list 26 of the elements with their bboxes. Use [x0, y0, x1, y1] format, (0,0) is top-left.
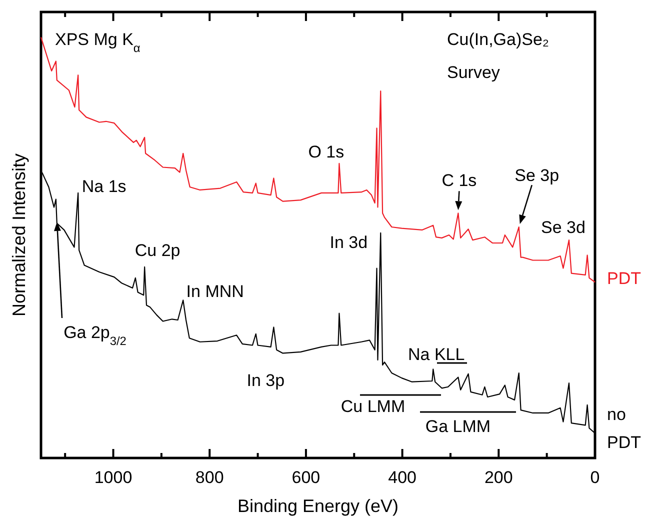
x-tick-label: 400	[388, 468, 416, 487]
x-tick-label: 1000	[94, 468, 132, 487]
annotation: In 3d	[330, 232, 368, 252]
series-label: PDT	[607, 269, 641, 288]
x-axis-title: Binding Energy (eV)	[237, 496, 399, 516]
annotation: C 1s	[442, 171, 477, 190]
annotation: Ga LMM	[425, 417, 491, 436]
series-label: no PDT	[607, 405, 641, 452]
annotation: Survey	[447, 63, 500, 82]
annotation: Ga 2p$_{3/2}$	[64, 323, 127, 348]
annotation: Se 3p	[514, 166, 560, 186]
annotation: Cu LMM	[340, 397, 406, 416]
x-tick-label: 600	[292, 468, 320, 487]
x-tick-label: 200	[484, 468, 513, 487]
annotation: Na 1s	[82, 176, 126, 196]
annotation: O 1s	[308, 142, 344, 162]
annotation: In 3p	[246, 371, 285, 390]
annotation: Cu(In,Ga)Se₂	[447, 30, 550, 49]
annotation: In MNN	[186, 282, 244, 302]
annotation: Se 3d	[540, 218, 586, 237]
y-axis-title: Normalized Intensity	[9, 153, 29, 317]
annotation: XPS Mg K$_{α}$	[55, 30, 140, 55]
annotation: Na KLL	[408, 345, 465, 364]
x-tick-label: 800	[195, 468, 224, 487]
annotation: Cu 2p	[134, 240, 180, 260]
x-tick-label: 0	[590, 468, 600, 487]
